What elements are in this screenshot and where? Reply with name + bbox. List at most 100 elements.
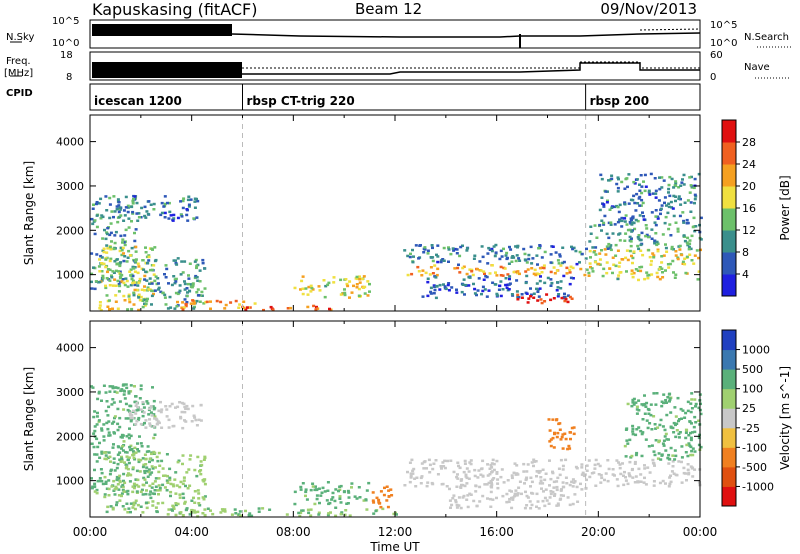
power-cell <box>594 246 598 249</box>
velocity-cell <box>155 422 159 426</box>
velocity-cell <box>154 506 158 509</box>
power-cell <box>136 262 140 265</box>
power-cell <box>587 271 591 275</box>
power-cell <box>523 258 527 261</box>
power-cell <box>187 277 191 280</box>
velocity-cell <box>219 511 223 514</box>
power-cell <box>185 208 189 211</box>
velocity-cell <box>183 410 187 414</box>
velocity-cell <box>150 452 153 456</box>
power-cell <box>110 276 114 279</box>
velocity-cell <box>387 495 391 498</box>
velocity-cell <box>186 407 190 411</box>
power-cell <box>631 256 635 260</box>
power-cell <box>166 307 170 310</box>
velocity-cell <box>541 468 545 471</box>
velocity-cell <box>143 471 147 475</box>
velocity-cell <box>548 429 552 432</box>
velocity-cell <box>564 458 568 462</box>
velocity-cell <box>558 428 562 431</box>
velocity-cell <box>118 458 122 461</box>
power-cell <box>195 276 199 279</box>
power-cell <box>645 271 649 274</box>
x-tick-label: 20:00 <box>581 525 616 539</box>
power-cell <box>618 232 622 235</box>
velocity-cell <box>678 431 682 434</box>
power-cell <box>176 257 180 260</box>
power-cell <box>659 212 662 216</box>
velocity-cell <box>637 426 641 429</box>
power-cell <box>430 244 434 247</box>
velocity-cell <box>331 496 335 499</box>
x-tick-label: 12:00 <box>378 525 413 539</box>
power-cell <box>198 269 202 272</box>
velocity-cell <box>131 467 135 471</box>
power-cell <box>663 196 667 199</box>
velocity-cell <box>92 432 96 435</box>
velocity-cell <box>365 508 369 511</box>
velocity-cell <box>642 481 646 484</box>
velocity-cell <box>643 476 646 480</box>
power-cell <box>690 186 694 189</box>
velocity-cell <box>346 489 350 493</box>
power-cell <box>90 287 94 290</box>
power-cell <box>122 209 126 212</box>
power-cell <box>113 234 117 237</box>
velocity-cell <box>339 512 343 516</box>
velocity-cell <box>131 466 135 469</box>
velocity-cell <box>691 453 695 457</box>
velocity-cell <box>181 462 184 466</box>
velocity-cell <box>665 401 668 404</box>
power-cell <box>455 248 459 251</box>
power-cell <box>554 251 558 254</box>
power-cell <box>628 228 632 232</box>
velocity-cell <box>457 504 461 507</box>
velocity-cell <box>419 476 423 480</box>
velocity-cell <box>169 482 173 486</box>
velocity-cell <box>107 479 111 482</box>
power-cell <box>156 277 160 280</box>
power-cell <box>433 285 437 289</box>
power-cell <box>663 201 666 205</box>
velocity-cell <box>168 405 172 408</box>
power-cell <box>629 198 633 202</box>
power-cell <box>516 298 520 301</box>
velocity-cell <box>195 424 199 427</box>
velocity-cell <box>481 474 485 478</box>
power-cell <box>148 282 151 285</box>
power-cell <box>624 214 628 217</box>
velocity-cell <box>98 477 102 480</box>
power-cell <box>358 281 362 284</box>
velocity-cell <box>549 438 553 441</box>
velocity-cell <box>409 474 413 478</box>
velocity-cell <box>306 508 310 512</box>
power-cell <box>363 292 367 295</box>
velocity-cell <box>330 498 334 501</box>
power-cell <box>132 303 136 306</box>
velocity-cell <box>129 473 133 477</box>
velocity-cell <box>124 490 128 493</box>
power-cell <box>516 246 519 249</box>
velocity-cell <box>196 455 200 459</box>
velocity-cell <box>152 425 156 428</box>
power-cell <box>643 277 647 281</box>
velocity-cell <box>115 487 119 490</box>
power-cell <box>414 244 418 247</box>
cpid-label: CPID <box>6 88 33 99</box>
power-cell <box>189 198 193 201</box>
power-cell <box>429 266 433 269</box>
velocity-cell <box>367 481 371 485</box>
velocity-cell <box>164 405 168 408</box>
velocity-cell <box>572 426 576 429</box>
power-cell <box>289 306 293 310</box>
power-cell <box>435 273 439 277</box>
velocity-cell <box>143 421 146 425</box>
power-cell <box>366 280 370 283</box>
power-cell <box>537 295 541 298</box>
power-cell <box>532 296 536 299</box>
velocity-cell <box>552 446 556 449</box>
power-cell <box>119 261 123 264</box>
velocity-cell <box>346 502 350 505</box>
power-cell <box>641 211 644 214</box>
power-cell <box>694 225 698 228</box>
